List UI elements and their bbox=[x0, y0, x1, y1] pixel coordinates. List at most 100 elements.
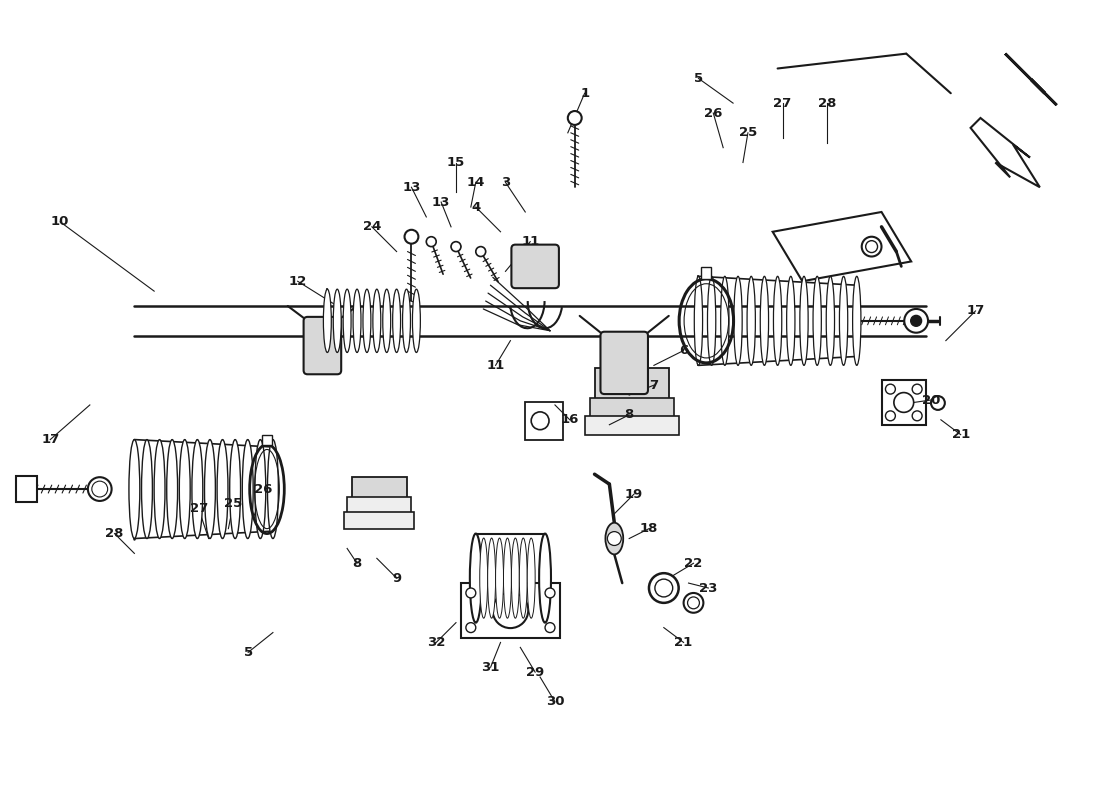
Text: 4: 4 bbox=[471, 201, 481, 214]
Circle shape bbox=[531, 412, 549, 430]
Ellipse shape bbox=[373, 289, 381, 353]
Bar bbox=[881, 380, 926, 425]
Circle shape bbox=[911, 315, 922, 326]
Text: 22: 22 bbox=[684, 557, 703, 570]
Circle shape bbox=[607, 532, 621, 546]
Circle shape bbox=[546, 622, 554, 633]
Circle shape bbox=[427, 237, 437, 246]
Text: 8: 8 bbox=[352, 557, 362, 570]
Ellipse shape bbox=[470, 534, 482, 622]
Circle shape bbox=[546, 588, 554, 598]
Circle shape bbox=[451, 242, 461, 251]
Ellipse shape bbox=[403, 289, 410, 353]
Circle shape bbox=[866, 241, 878, 253]
Ellipse shape bbox=[205, 439, 216, 538]
Ellipse shape bbox=[242, 439, 253, 538]
Bar bbox=[584, 416, 679, 434]
Ellipse shape bbox=[480, 538, 487, 618]
Ellipse shape bbox=[747, 276, 756, 366]
Ellipse shape bbox=[800, 276, 808, 366]
Ellipse shape bbox=[694, 276, 703, 366]
Ellipse shape bbox=[539, 534, 551, 622]
Polygon shape bbox=[1005, 54, 1057, 105]
Ellipse shape bbox=[826, 276, 835, 366]
Ellipse shape bbox=[255, 439, 266, 538]
Text: 21: 21 bbox=[952, 428, 970, 441]
Circle shape bbox=[912, 384, 922, 394]
Text: 25: 25 bbox=[739, 126, 757, 139]
Bar bbox=[590, 398, 673, 418]
Text: 21: 21 bbox=[674, 636, 693, 649]
Ellipse shape bbox=[267, 439, 278, 538]
Text: 27: 27 bbox=[773, 97, 792, 110]
Ellipse shape bbox=[154, 439, 165, 538]
Ellipse shape bbox=[353, 289, 361, 353]
Text: 18: 18 bbox=[640, 522, 658, 535]
Ellipse shape bbox=[167, 439, 177, 538]
Circle shape bbox=[886, 384, 895, 394]
Circle shape bbox=[861, 237, 881, 257]
Text: 20: 20 bbox=[922, 394, 940, 406]
Ellipse shape bbox=[786, 276, 795, 366]
Circle shape bbox=[405, 230, 418, 244]
Ellipse shape bbox=[504, 538, 512, 618]
Circle shape bbox=[649, 573, 679, 603]
Text: 1: 1 bbox=[580, 86, 590, 100]
FancyBboxPatch shape bbox=[601, 332, 648, 394]
Circle shape bbox=[931, 396, 945, 410]
Polygon shape bbox=[970, 118, 1040, 187]
Circle shape bbox=[476, 246, 486, 257]
Ellipse shape bbox=[412, 289, 420, 353]
Bar bbox=[461, 583, 560, 638]
Ellipse shape bbox=[734, 276, 742, 366]
Circle shape bbox=[894, 393, 914, 412]
Ellipse shape bbox=[512, 538, 519, 618]
Text: 19: 19 bbox=[625, 487, 644, 501]
Bar bbox=[262, 434, 272, 445]
Ellipse shape bbox=[852, 276, 861, 366]
Text: 3: 3 bbox=[500, 176, 510, 189]
Ellipse shape bbox=[191, 439, 202, 538]
FancyBboxPatch shape bbox=[512, 245, 559, 288]
Ellipse shape bbox=[383, 289, 390, 353]
Ellipse shape bbox=[487, 538, 496, 618]
Polygon shape bbox=[772, 212, 911, 282]
Text: 11: 11 bbox=[486, 359, 505, 372]
Text: 31: 31 bbox=[482, 661, 499, 674]
Text: 16: 16 bbox=[561, 414, 579, 426]
Circle shape bbox=[654, 579, 673, 597]
Text: 29: 29 bbox=[526, 666, 544, 678]
Ellipse shape bbox=[323, 289, 331, 353]
Circle shape bbox=[688, 597, 700, 609]
Text: 28: 28 bbox=[106, 527, 124, 540]
Text: 17: 17 bbox=[41, 433, 59, 446]
Text: 17: 17 bbox=[967, 305, 984, 318]
Circle shape bbox=[912, 411, 922, 421]
Bar bbox=[702, 267, 712, 279]
Ellipse shape bbox=[760, 276, 769, 366]
Circle shape bbox=[493, 593, 528, 628]
Ellipse shape bbox=[179, 439, 190, 538]
Text: 13: 13 bbox=[432, 195, 450, 209]
Bar bbox=[526, 402, 563, 439]
FancyBboxPatch shape bbox=[304, 317, 341, 374]
Ellipse shape bbox=[343, 289, 351, 353]
Text: 28: 28 bbox=[818, 97, 836, 110]
Text: 23: 23 bbox=[700, 582, 717, 594]
Text: 10: 10 bbox=[51, 215, 69, 228]
Circle shape bbox=[466, 588, 476, 598]
Text: 11: 11 bbox=[521, 235, 539, 248]
Text: 9: 9 bbox=[392, 572, 402, 585]
Ellipse shape bbox=[129, 439, 140, 538]
Ellipse shape bbox=[720, 276, 729, 366]
Text: 32: 32 bbox=[427, 636, 446, 649]
Text: 8: 8 bbox=[625, 408, 634, 422]
Text: 5: 5 bbox=[243, 646, 253, 659]
Ellipse shape bbox=[605, 522, 624, 554]
Text: 27: 27 bbox=[189, 502, 208, 515]
Text: 14: 14 bbox=[466, 176, 485, 189]
Text: 13: 13 bbox=[403, 181, 420, 194]
Ellipse shape bbox=[393, 289, 400, 353]
Circle shape bbox=[91, 481, 108, 497]
Circle shape bbox=[904, 309, 928, 333]
